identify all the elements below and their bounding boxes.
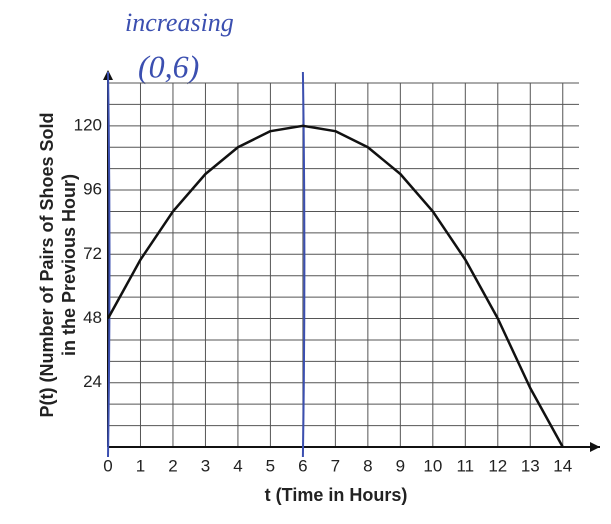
y-axis-label: in the Previous Hour)	[59, 174, 79, 356]
x-tick-label: 11	[456, 456, 474, 475]
y-tick-label: 48	[83, 308, 102, 327]
x-tick-label: 13	[521, 456, 540, 475]
x-axis-label: t (Time in Hours)	[265, 485, 408, 505]
x-axis-arrow	[590, 442, 600, 452]
x-tick-label: 8	[363, 456, 372, 475]
marked-line	[301, 71, 306, 458]
x-tick-label: 6	[298, 456, 307, 475]
handwritten-note: (0,6)	[138, 48, 199, 84]
y-tick-label: 96	[83, 180, 102, 199]
handwritten-note: increasing	[125, 8, 234, 37]
y-axis-label: P(t) (Number of Pairs of Shoes Sold	[37, 112, 57, 417]
x-tick-label: 0	[103, 456, 112, 475]
y-tick-label: 72	[83, 244, 102, 263]
x-tick-label: 1	[136, 456, 145, 475]
x-tick-label: 4	[233, 456, 242, 475]
x-tick-label: 3	[201, 456, 210, 475]
x-tick-label: 2	[168, 456, 177, 475]
x-tick-label: 10	[423, 456, 442, 475]
x-tick-label: 5	[266, 456, 275, 475]
x-tick-label: 14	[553, 456, 572, 475]
marked-line	[107, 71, 111, 458]
y-tick-label: 120	[74, 115, 102, 134]
x-tick-label: 12	[488, 456, 507, 475]
x-tick-label: 7	[331, 456, 340, 475]
curve	[106, 124, 564, 448]
x-tick-label: 9	[396, 456, 405, 475]
y-tick-label: 24	[83, 372, 102, 391]
